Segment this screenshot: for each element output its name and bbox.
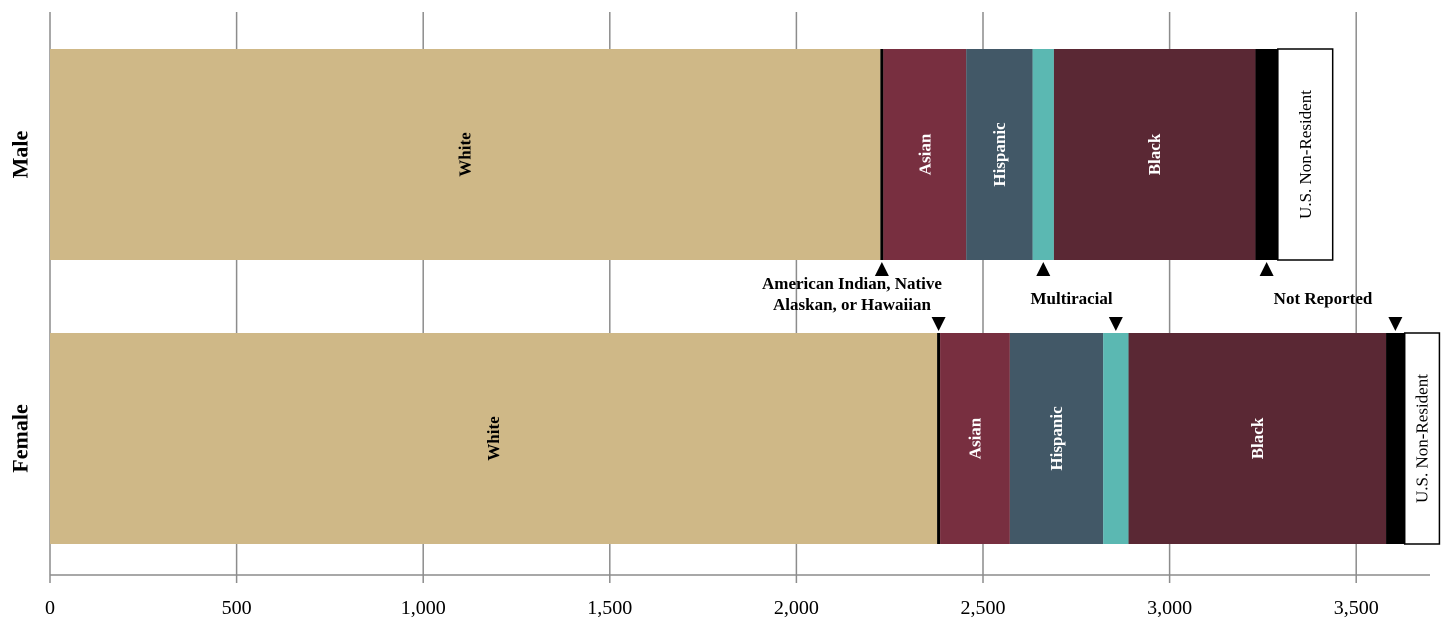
x-tick-label: 3,000 [1147,597,1192,619]
x-axis: 0 500 1,000 1,500 2,000 2,500 3,000 3,500 [45,574,1430,619]
bar-segment-male-hispanic [966,49,1033,260]
annotation-arrow-down-american-indian-native-alaskan-or-hawaiian [931,317,946,331]
annotation-label-multiracial: Multiracial [1030,289,1112,308]
x-tick-label: 3,500 [1334,597,1379,619]
annotation-label-american-indian-native-alaskan-or-hawaiian: Alaskan, or Hawaiian [773,295,931,314]
bar-segment-female-white [50,333,938,544]
x-tick-label: 1,500 [587,597,632,619]
annotation-arrow-down-not-reported [1388,317,1403,331]
x-tick-label: 2,000 [774,597,819,619]
category-label-male: Male [8,130,33,178]
bars [50,48,1441,545]
bar-segment-male-multiracial [1032,49,1054,260]
x-tick-label: 0 [45,597,55,619]
segment-label-female-asian: Asian [965,417,984,459]
annotation-arrow-up-american-indian-native-alaskan-or-hawaiian [874,262,889,276]
annotation-label-not-reported: Not Reported [1274,289,1373,308]
category-labels: Male Female [8,130,33,472]
segment-label-male-white: White [456,132,475,177]
bar-segment-male-white [50,49,881,260]
bar-segment-female-hispanic [1009,333,1104,544]
bar-segment-male-american-indian-native-alaskan-or-hawaiian [880,49,884,260]
annotations: American Indian, Native Alaskan, or Hawai… [762,262,1403,331]
annotation-label-american-indian-native-alaskan-or-hawaiian: American Indian, Native [762,274,942,293]
bar-segment-male-u-s-non-resident [1277,48,1334,261]
bar-segment-male-black [1053,49,1256,260]
segment-labels: White Asian Hispanic Black U.S. Non-Resident… [456,90,1432,503]
segment-label-male-hispanic: Hispanic [990,122,1009,187]
x-tick-label: 500 [222,597,252,619]
x-tick-label: 2,500 [961,597,1006,619]
annotation-arrow-down-multiracial [1108,317,1123,331]
segment-label-male-black: Black [1145,133,1164,175]
segment-label-female-hispanic: Hispanic [1047,406,1066,471]
segment-label-male-u-s-non-resident: U.S. Non-Resident [1296,90,1315,219]
bar-segment-female-asian [940,333,1010,544]
bar-segment-male-asian [883,49,967,260]
segment-label-female-white: White [484,416,503,461]
bar-segment-female-multiracial [1103,333,1129,544]
bar-segment-female-american-indian-native-alaskan-or-hawaiian [937,333,941,544]
category-label-female: Female [8,404,33,473]
annotation-arrow-up-not-reported [1259,262,1274,276]
segment-label-male-asian: Asian [915,133,934,175]
annotation-arrow-up-multiracial [1036,262,1051,276]
bar-segment-female-u-s-non-resident [1403,332,1441,545]
bar-segment-male-not-reported [1255,49,1278,260]
segment-label-female-u-s-non-resident: U.S. Non-Resident [1413,374,1432,503]
bar-segment-female-not-reported [1386,333,1405,544]
bar-segment-female-black [1128,333,1387,544]
segment-label-female-black: Black [1248,417,1267,459]
x-tick-label: 1,000 [401,597,446,619]
